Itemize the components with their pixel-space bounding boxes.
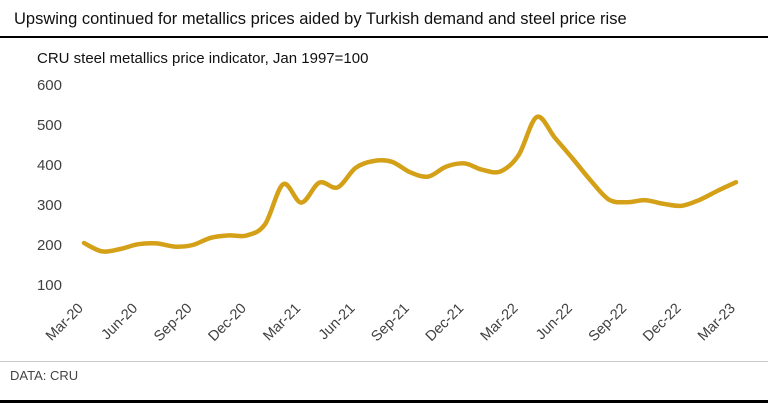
y-tick-label: 200	[37, 237, 62, 254]
x-tick-label: Jun-21	[316, 301, 359, 344]
chart-area: 100 200 300 400 500 600 Mar-20 Jun-20 Sep-20 Dec-…	[0, 69, 768, 364]
x-tick-label: Mar-20	[43, 301, 87, 345]
footer-divider	[0, 361, 768, 362]
x-tick-label: Dec-22	[640, 301, 684, 345]
x-tick-label: Dec-21	[423, 301, 467, 345]
bottom-rule	[0, 400, 768, 403]
y-tick-label: 400	[37, 157, 62, 174]
page-title: Upswing continued for metallics prices a…	[14, 10, 627, 28]
y-tick-label: 600	[37, 77, 62, 94]
header: Upswing continued for metallics prices a…	[0, 0, 768, 38]
x-tick-label: Mar-21	[260, 301, 304, 345]
y-tick-label: 100	[37, 277, 62, 294]
price-line	[81, 114, 739, 254]
source-credit: DATA: CRU	[10, 368, 79, 383]
chart-subtitle: CRU steel metallics price indicator, Jan…	[37, 50, 369, 67]
x-tick-label: Mar-23	[695, 301, 739, 345]
y-tick-label: 500	[37, 117, 62, 134]
x-tick-label: Sep-20	[151, 301, 195, 345]
x-tick-label: Mar-22	[478, 301, 522, 345]
x-tick-label: Dec-20	[205, 301, 249, 345]
x-tick-label: Jun-20	[98, 301, 141, 344]
x-tick-label: Jun-22	[533, 301, 576, 344]
x-tick-label: Sep-22	[586, 301, 630, 345]
y-tick-label: 300	[37, 197, 62, 214]
x-tick-label: Sep-21	[368, 301, 412, 345]
